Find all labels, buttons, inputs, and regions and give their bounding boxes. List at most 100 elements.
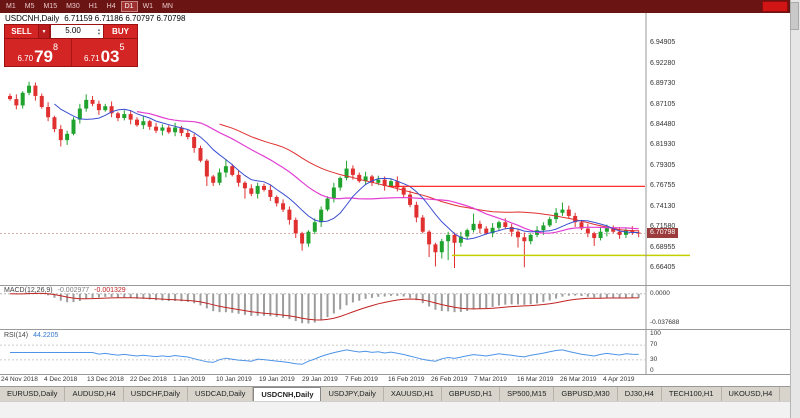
candle-body (287, 209, 292, 220)
candle-body (471, 223, 476, 231)
timeframe-button-m1[interactable]: M1 (6, 3, 16, 10)
candle-body (71, 119, 76, 134)
candle-body (509, 226, 514, 232)
candle-body (223, 166, 228, 173)
rsi-value: 44.2205 (33, 332, 59, 339)
time-axis-label: 16 Feb 2019 (388, 376, 425, 383)
volume-value[interactable]: 5.00 (65, 26, 81, 35)
chart-tabs-bar: EURUSD,Daily AUDUSD,H4 USDCHF,Daily USDCAD,… (0, 386, 790, 401)
timeframe-button-m30[interactable]: M30 (66, 3, 80, 10)
chart-tab-usdcnh[interactable]: USDCNH,Daily (253, 387, 322, 401)
candle-body (477, 223, 482, 229)
chart-tab-usdjpy[interactable]: USDJPY,Daily (321, 387, 384, 401)
candle-body (490, 227, 495, 234)
candle-body (636, 232, 641, 234)
candle-body (484, 228, 489, 234)
candle-body (293, 219, 298, 234)
time-axis-label: 4 Dec 2018 (44, 376, 78, 383)
chevron-down-icon[interactable]: ▼ (39, 24, 50, 39)
scrollbar-thumb[interactable] (790, 2, 799, 30)
candle-body (319, 209, 324, 223)
candle-body (325, 198, 330, 210)
chart-tab-usdchf[interactable]: USDCHF,Daily (124, 387, 188, 401)
chart-tab-sp500[interactable]: SP500,M15 (500, 387, 555, 401)
chart-tab-dj30[interactable]: DJ30,H4 (618, 387, 662, 401)
buy-price-big: 03 (100, 46, 120, 66)
time-axis-label: 22 Dec 2018 (130, 376, 167, 383)
chart-tab-xauusd[interactable]: XAUUSD,H1 (384, 387, 442, 401)
candle-body (541, 225, 546, 231)
ma-line-slow (136, 111, 639, 234)
macd-signal-line (9, 292, 639, 321)
candle-body (496, 222, 501, 228)
candle-body (198, 148, 203, 161)
candle-body (242, 182, 247, 189)
sell-price-display[interactable]: 6.70 79 8 (5, 39, 71, 66)
new-order-button[interactable] (762, 1, 788, 12)
price-scale-label: 6.74130 (650, 203, 676, 210)
candle-body (585, 228, 590, 234)
time-axis-label: 19 Jan 2019 (259, 376, 295, 383)
chart-tab-audusd[interactable]: AUDUSD,H4 (65, 387, 124, 401)
candle-body (446, 234, 451, 242)
price-scale-label: 6.89730 (650, 79, 676, 87)
price-scale-label: 6.94905 (650, 39, 676, 46)
chart-tab-gbpusd[interactable]: GBPUSD,H1 (442, 387, 501, 401)
chart-tab-usdcad[interactable]: USDCAD,Daily (188, 387, 254, 401)
candle-body (465, 230, 470, 237)
timeframe-button-m5[interactable]: M5 (24, 3, 35, 10)
spinner-down-icon[interactable]: ▼ (97, 30, 101, 36)
rsi-indicator-label: RSI(14) 44.2205 (4, 332, 58, 339)
chart-tab-eurusd[interactable]: EURUSD,Daily (0, 387, 66, 401)
trade-panel-controls: SELL ▼ 5.00 ▲ ▼ BUY (4, 24, 138, 39)
candle-body (141, 121, 146, 126)
candle-body (166, 127, 171, 133)
window-scrollbar[interactable] (790, 0, 800, 418)
chart-tab-gbpusd[interactable]: GBPUSD,M30 (554, 387, 618, 401)
timeframe-button-m15[interactable]: M15 (43, 3, 58, 10)
chart-tab-tech100[interactable]: TECH100,H1 (662, 387, 722, 401)
timeframe-button-w1[interactable]: W1 (142, 3, 154, 10)
candle-body (274, 196, 279, 204)
candle-body (204, 160, 209, 177)
candle-body (255, 185, 260, 194)
timeframe-button-h1[interactable]: H1 (88, 3, 98, 10)
candle-body (46, 106, 51, 118)
timeframe-button-d1[interactable]: D1 (120, 1, 138, 12)
candle-body (52, 117, 57, 130)
timeframe-button-mn[interactable]: MN (162, 3, 173, 10)
sell-price-prefix: 6.70 (17, 54, 34, 64)
price-chart-canvas[interactable] (0, 13, 790, 386)
time-axis-label: 7 Feb 2019 (345, 376, 378, 383)
volume-input[interactable]: 5.00 ▲ ▼ (50, 24, 103, 39)
candle-body (211, 176, 216, 183)
rsi-line (10, 349, 639, 365)
candle-body (109, 106, 114, 114)
candle-body (147, 121, 152, 127)
candle-body (281, 203, 286, 210)
candle-body (408, 194, 413, 205)
candle-body (128, 114, 133, 120)
rsi-scale-label: 100 (650, 330, 661, 337)
sell-price-pip: 8 (52, 42, 58, 52)
buy-button[interactable]: BUY (103, 24, 138, 39)
sell-button[interactable]: SELL (4, 24, 39, 39)
time-axis-label: 16 Mar 2019 (517, 376, 554, 383)
timeframe-button-h4[interactable]: H4 (106, 3, 116, 10)
chart-tab-ukousd[interactable]: UKOUSD,H4 (722, 387, 781, 401)
volume-spinner[interactable]: ▲ ▼ (95, 25, 103, 38)
chart-title: USDCNH,Daily 6.71159 6.71186 6.70797 6.7… (5, 14, 185, 23)
spinner-up-icon[interactable]: ▲ (97, 26, 101, 32)
candle-body (33, 85, 38, 96)
candle-body (604, 227, 609, 232)
buy-price-display[interactable]: 6.71 03 5 (70, 39, 138, 66)
candle-body (395, 181, 400, 188)
candle-body (344, 168, 349, 179)
time-axis-label: 13 Dec 2018 (87, 376, 124, 383)
candle-body (27, 85, 32, 93)
price-scale-label: 6.68955 (650, 243, 676, 251)
ma-line-fast (54, 103, 639, 240)
candle-body (338, 178, 343, 188)
candle-body (611, 227, 616, 232)
candle-body (65, 133, 70, 141)
